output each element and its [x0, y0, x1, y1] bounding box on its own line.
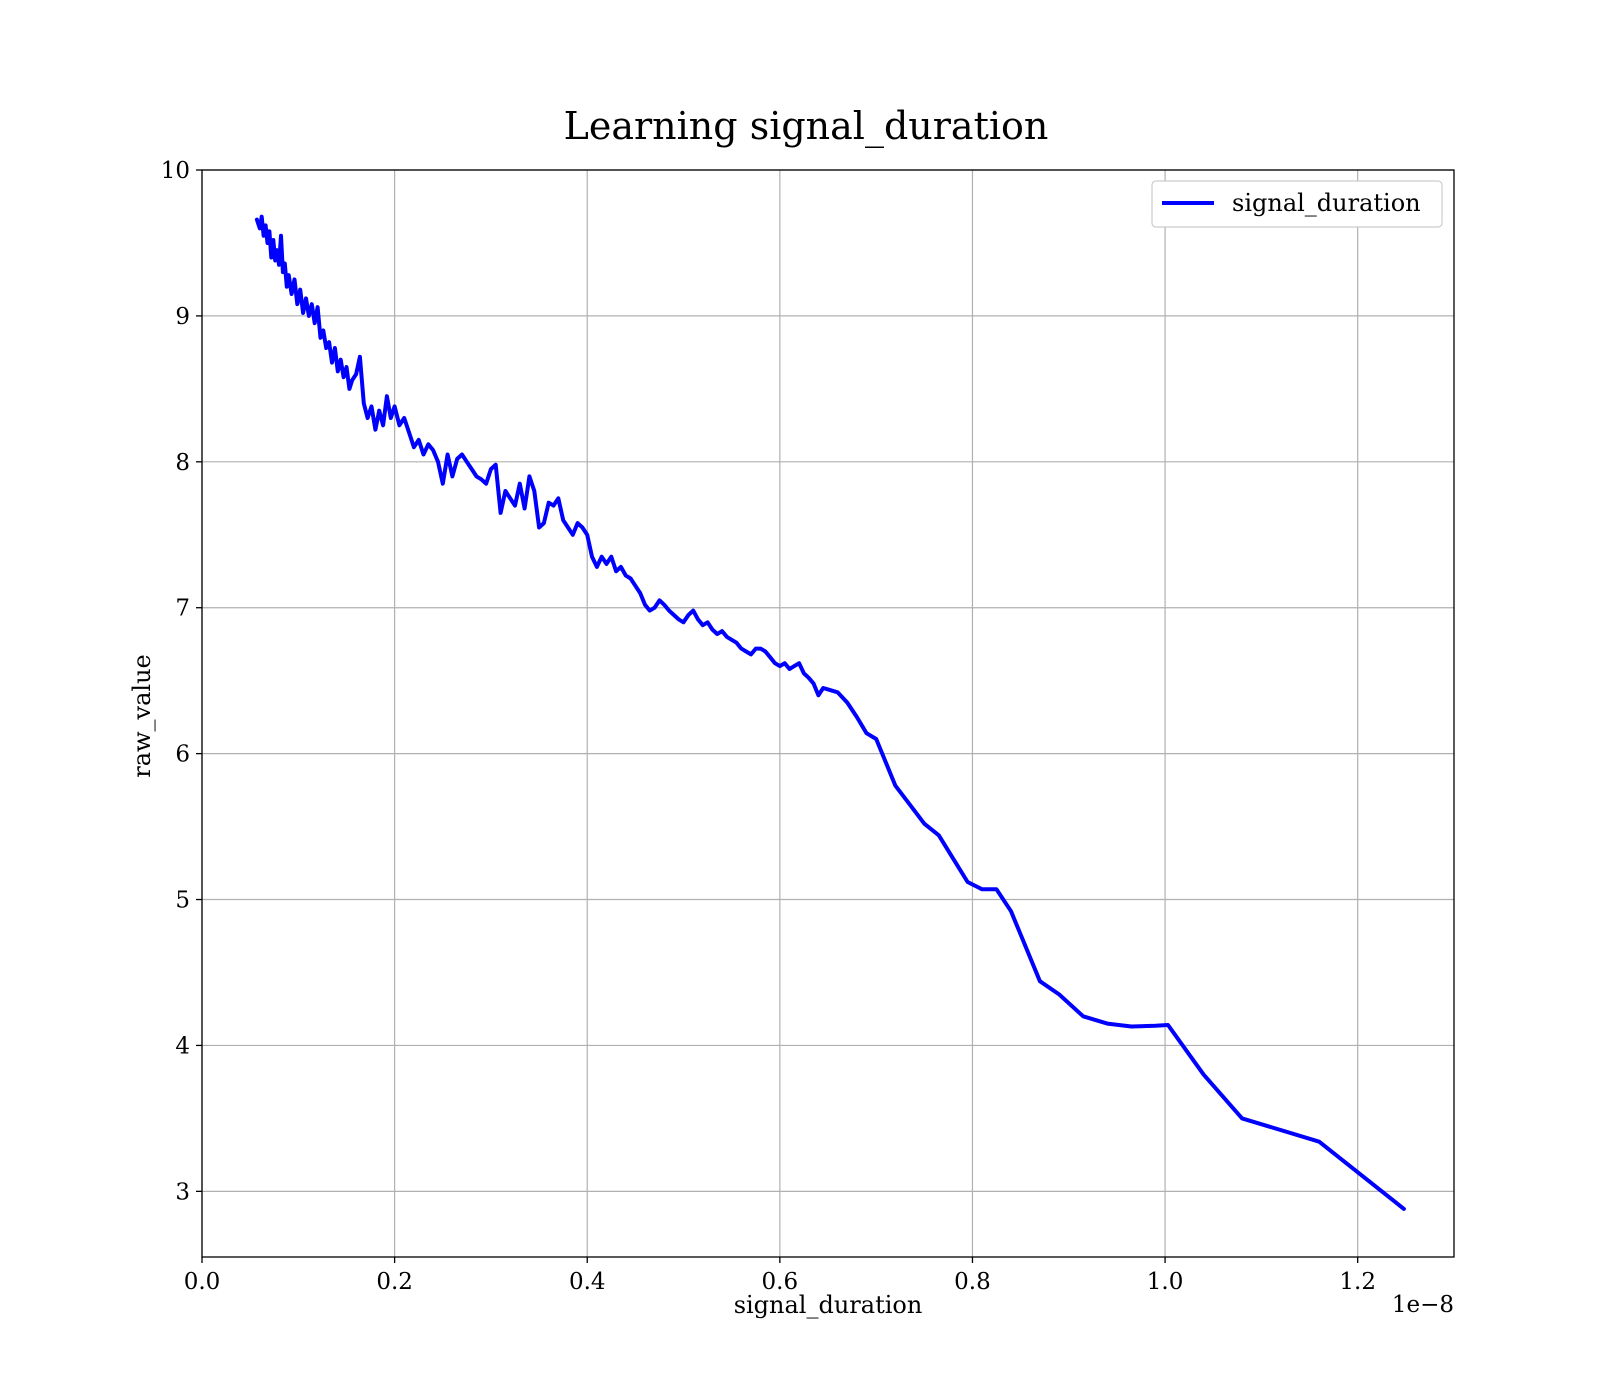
- y-tick-label: 5: [175, 888, 190, 914]
- y-tick-label: 3: [175, 1179, 190, 1205]
- y-tick-label: 8: [175, 450, 190, 476]
- legend-box: [1151, 180, 1443, 228]
- series-layer: [254, 214, 1406, 1211]
- x-tick-label: 0.2: [376, 1269, 413, 1295]
- legend-label-signal-duration: signal_duration: [1232, 189, 1421, 217]
- y-tick-label: 7: [175, 596, 190, 622]
- chart-title: Learning signal_duration: [564, 104, 1049, 149]
- x-axis-label: signal_duration: [734, 1291, 923, 1319]
- y-tick-label: 9: [175, 304, 190, 330]
- series-line-signal-duration: [254, 214, 1406, 1211]
- axis-ticks: 0.0 0.2 0.4 0.6 0.8 1.0 1.2 3 4 5 6 7 8 9 10: [161, 158, 1376, 1295]
- plot-frame: [201, 169, 1455, 1258]
- x-tick-label: 0.8: [954, 1269, 991, 1295]
- grid-lines: [201, 169, 1454, 1257]
- y-axis-label: raw_value: [128, 654, 156, 778]
- y-tick-label: 10: [161, 158, 190, 184]
- x-tick-label: 1.0: [1147, 1269, 1184, 1295]
- x-tick-label: 0.0: [184, 1269, 221, 1295]
- y-tick-label: 4: [175, 1033, 190, 1059]
- x-tick-label: 0.4: [569, 1269, 606, 1295]
- x-tick-label: 1.2: [1339, 1269, 1376, 1295]
- legend: signal_duration: [1151, 180, 1443, 228]
- y-tick-label: 6: [175, 742, 190, 768]
- x-axis-offset-text: 1e−8: [1392, 1292, 1454, 1318]
- x-tick-label: 0.6: [762, 1269, 799, 1295]
